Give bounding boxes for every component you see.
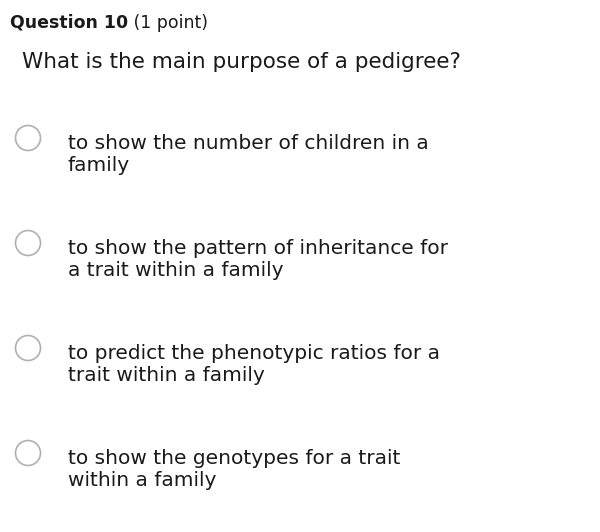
- Circle shape: [16, 126, 41, 151]
- Text: Question 10: Question 10: [10, 14, 128, 32]
- Text: to show the genotypes for a trait: to show the genotypes for a trait: [68, 449, 400, 468]
- Circle shape: [16, 336, 41, 361]
- Text: family: family: [68, 156, 130, 175]
- Text: to predict the phenotypic ratios for a: to predict the phenotypic ratios for a: [68, 344, 440, 363]
- Text: (1 point): (1 point): [128, 14, 208, 32]
- Text: trait within a family: trait within a family: [68, 366, 265, 385]
- Text: to show the number of children in a: to show the number of children in a: [68, 134, 429, 153]
- Circle shape: [16, 230, 41, 255]
- Circle shape: [16, 440, 41, 466]
- Text: within a family: within a family: [68, 471, 217, 491]
- Text: What is the main purpose of a pedigree?: What is the main purpose of a pedigree?: [22, 52, 461, 72]
- Text: a trait within a family: a trait within a family: [68, 261, 284, 280]
- Text: to show the pattern of inheritance for: to show the pattern of inheritance for: [68, 239, 448, 258]
